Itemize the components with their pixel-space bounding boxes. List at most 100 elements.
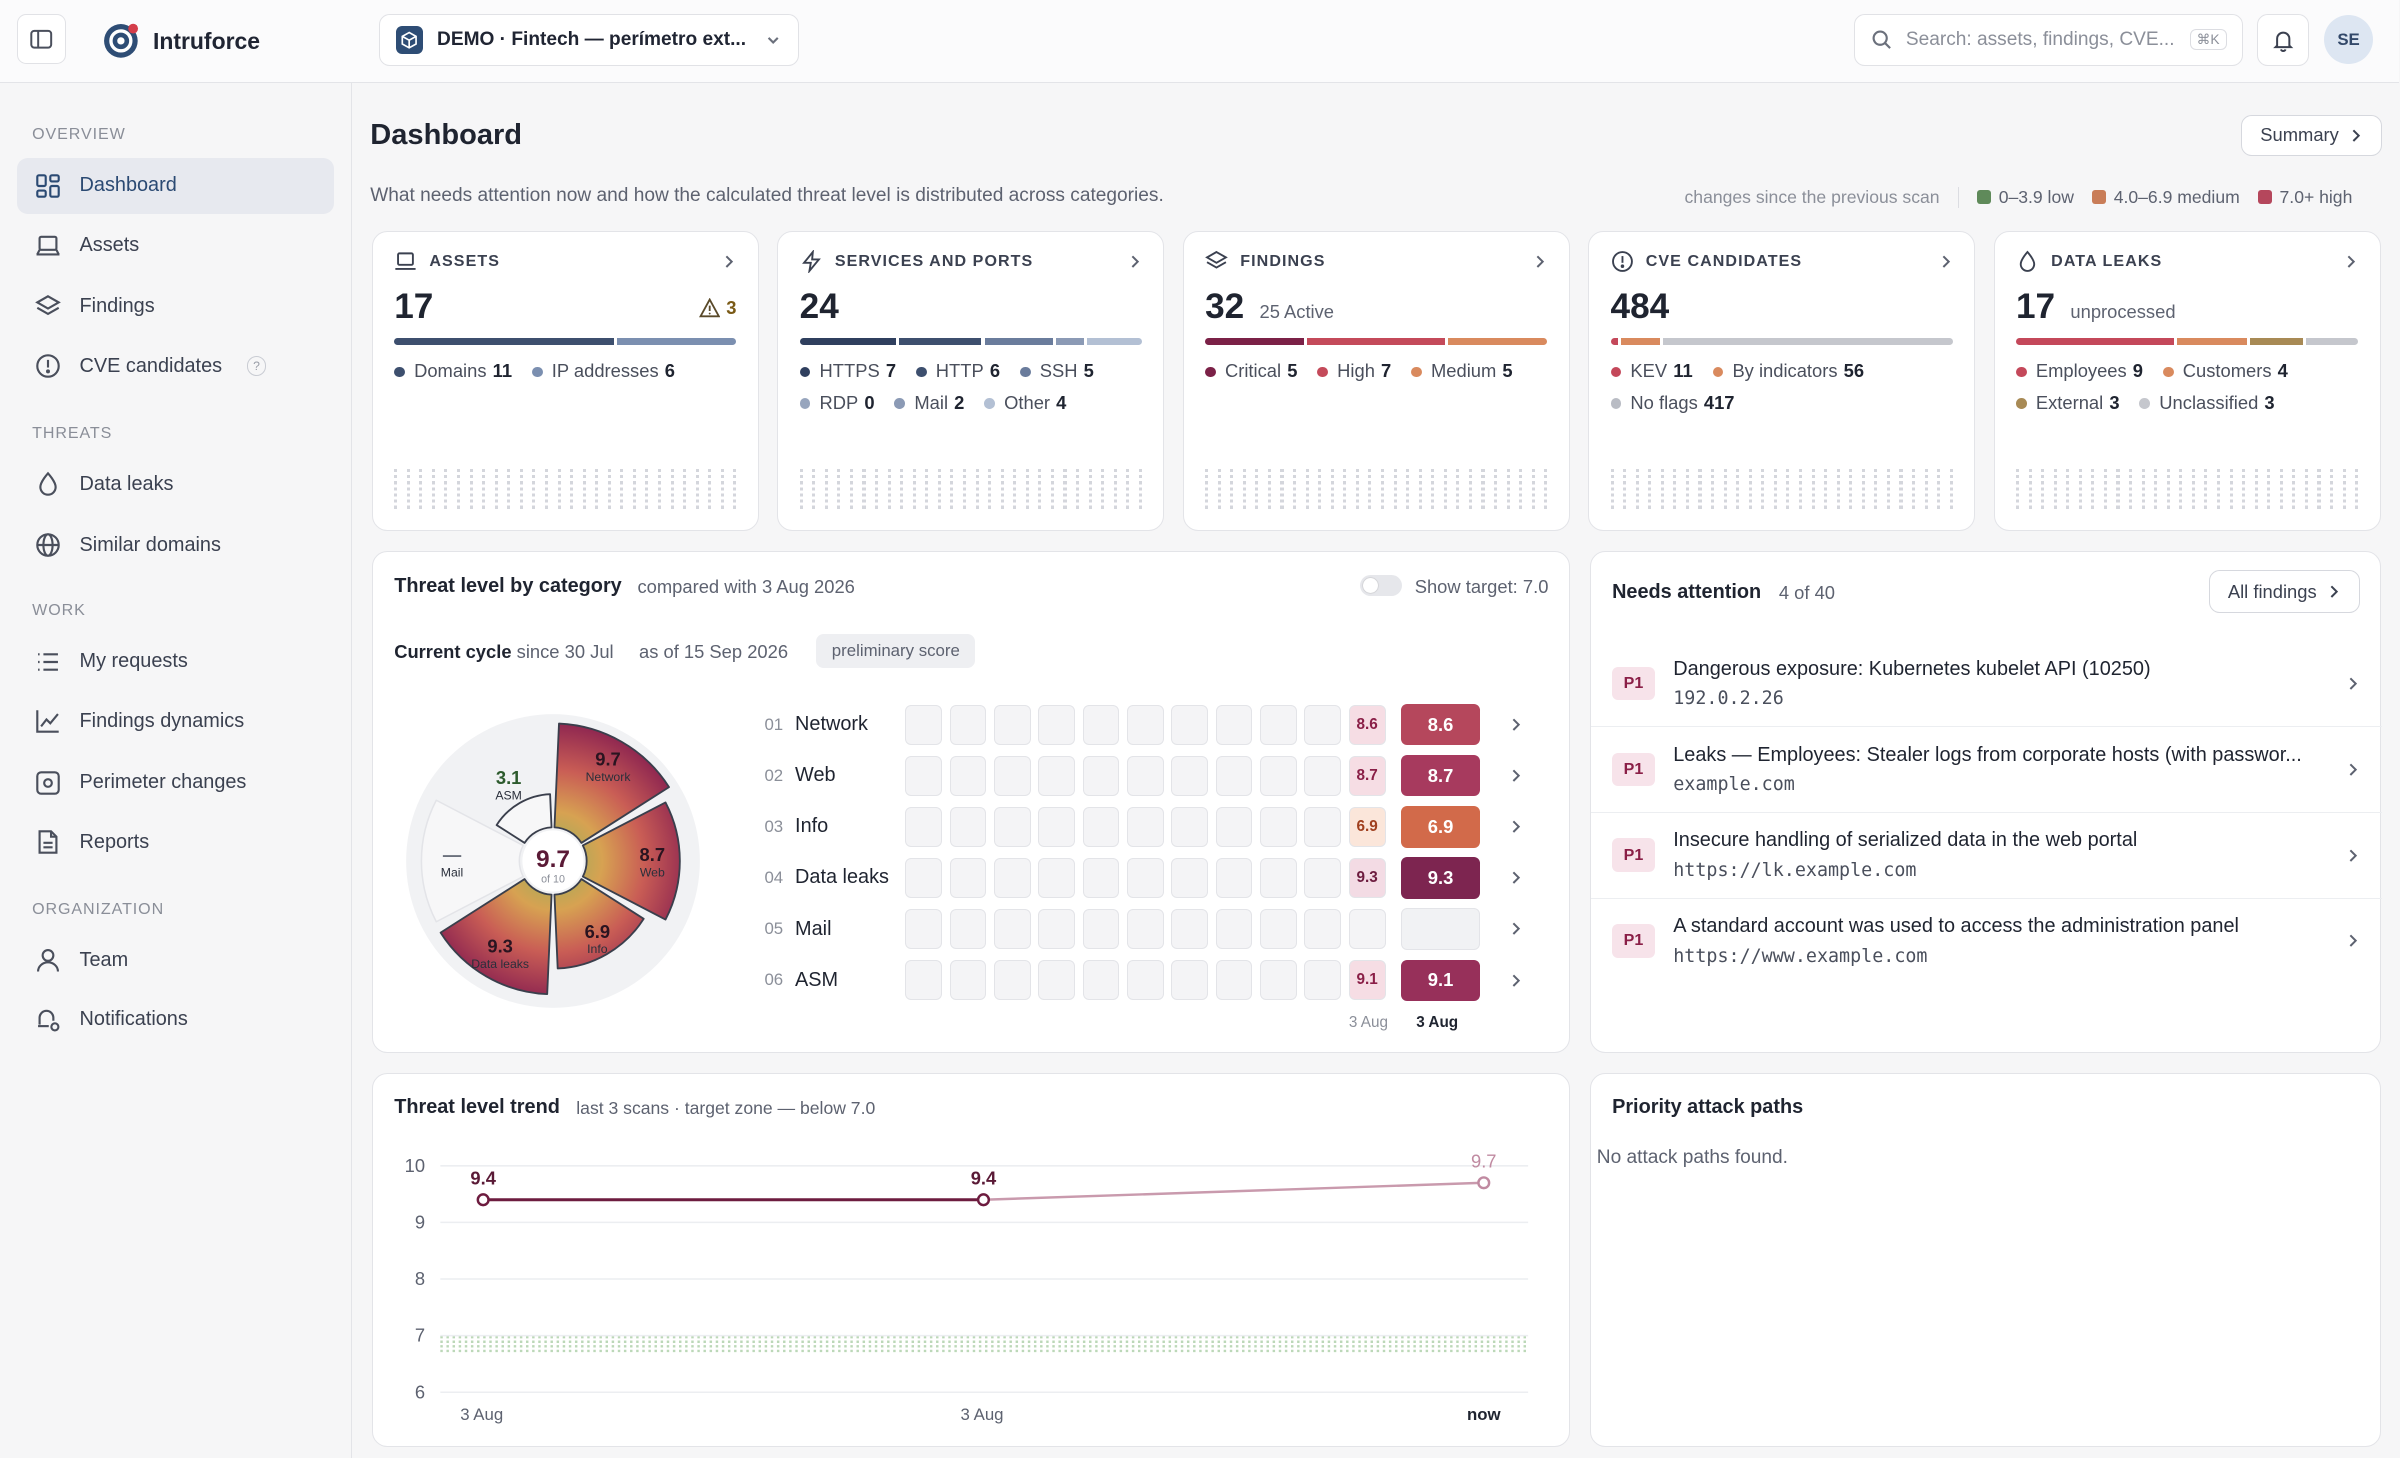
kpi-legend-item[interactable]: RDP 0: [799, 392, 875, 414]
priority-badge: P1: [1612, 838, 1655, 873]
sidebar-item-dashboard[interactable]: Dashboard: [16, 157, 334, 215]
severity-legend: changes since the previous scan 0–3.9 lo…: [1685, 186, 2352, 208]
kpi-sparkline: [394, 468, 737, 512]
kpi-card-findings[interactable]: FINDINGS 32 25 Active Critical 5 High 7 Mediu…: [1182, 231, 1570, 531]
category-row[interactable]: 03 Info 6.9 6.9: [764, 805, 1523, 848]
category-row[interactable]: 05 Mail: [764, 908, 1523, 951]
kpi-legend: Domains 11 IP addresses 6: [394, 360, 736, 382]
kpi-card-assets[interactable]: ASSETS 17 3 Domains 11 IP addresses 6: [371, 231, 759, 531]
rose-petal: [553, 878, 645, 970]
chevron-right-icon: [1942, 255, 1950, 268]
prev-score-cell: 6.9: [1348, 807, 1386, 847]
kpi-legend-item[interactable]: SSH 5: [1019, 360, 1094, 382]
sidebar-item-assets[interactable]: Assets: [17, 217, 334, 274]
history-cell: [1038, 858, 1075, 898]
workspace-selector[interactable]: DEMO · Fintech — perímetro ext...: [379, 13, 799, 66]
sidebar-item-my-requests[interactable]: My requests: [17, 633, 334, 690]
kpi-sparkline: [2015, 468, 2359, 512]
kpi-legend-item[interactable]: Medium 5: [1411, 360, 1513, 382]
show-target-toggle[interactable]: [1359, 574, 1403, 597]
history-cell: [1038, 704, 1075, 745]
kpi-legend-item[interactable]: Employees 9: [2015, 360, 2143, 382]
attention-item[interactable]: P1 A standard account was used to access …: [1590, 897, 2382, 984]
droplet-icon: [39, 471, 57, 496]
kpi-legend-item[interactable]: High 7: [1317, 360, 1391, 382]
search-input[interactable]: [1905, 28, 2176, 51]
sidebar-item-findings[interactable]: Findings: [17, 278, 334, 335]
sidebar-item-perimeter-changes[interactable]: Perimeter changes: [17, 754, 334, 811]
kpi-title: ASSETS: [429, 252, 500, 271]
grid-icon: [36, 174, 60, 198]
rose-petal: [440, 878, 553, 995]
top-bar: Intruforce DEMO · Fintech — perímetro ex…: [0, 0, 2400, 83]
sidebar-item-findings-dynamics[interactable]: Findings dynamics: [17, 693, 334, 750]
sidebar-item-similar-domains[interactable]: Similar domains: [17, 517, 334, 574]
history-cell: [993, 755, 1031, 796]
kpi-legend-item[interactable]: By indicators 56: [1712, 360, 1864, 382]
attention-item-title: Insecure handling of serialized data in …: [1673, 829, 2138, 852]
kpi-legend-item[interactable]: Other 4: [984, 392, 1066, 414]
sidebar-item-data-leaks[interactable]: Data leaks: [17, 456, 334, 513]
sidebar-item-team[interactable]: Team: [17, 932, 334, 989]
history-cell: [1171, 858, 1209, 898]
kpi-legend-item[interactable]: External 3: [2015, 392, 2120, 414]
sidebar: OVERVIEW Dashboard Assets Findings CVE c…: [0, 82, 352, 1458]
summary-button[interactable]: Summary: [2241, 114, 2383, 157]
category-row[interactable]: 02 Web 8.7 8.7: [764, 754, 1523, 797]
needs-attention-count: 4 of 40: [1778, 582, 1835, 604]
overall-score-scale: of 10: [541, 873, 565, 885]
kpi-legend: Employees 9 Customers 4 External 3 Unclassifie…: [2015, 360, 2358, 414]
kpi-subvalue: 25 Active: [1259, 301, 1335, 323]
kpi-card-data-leaks[interactable]: DATA LEAKS 17 unprocessed Employees 9 Custo…: [1993, 231, 2381, 531]
kpi-legend-item[interactable]: HTTPS 7: [799, 360, 896, 382]
kpi-legend-item[interactable]: Critical 5: [1205, 360, 1297, 382]
history-cell: [1038, 755, 1075, 796]
history-cell: [1304, 858, 1342, 898]
avatar[interactable]: SE: [2324, 15, 2374, 65]
y-tick-label: 10: [404, 1154, 424, 1175]
chevron-right-icon: [2349, 934, 2358, 947]
sidebar-item-cve-candidates[interactable]: CVE candidates?: [17, 338, 334, 395]
attention-item[interactable]: P1 Dangerous exposure: Kubernetes kubelet…: [1591, 641, 2382, 727]
stack-bar-segment: [898, 337, 982, 346]
rose-category-label: Web: [640, 865, 665, 879]
history-cell: [905, 755, 942, 796]
kpi-card-cve[interactable]: CVE CANDIDATES 484 KEV 11 By indicators 56 N…: [1588, 231, 1976, 531]
kpi-legend-item[interactable]: Customers 4: [2162, 360, 2288, 382]
all-findings-button[interactable]: All findings: [2208, 570, 2361, 613]
kpi-legend-item[interactable]: No flags 417: [1610, 392, 1735, 414]
priority-badge: P1: [1612, 666, 1655, 701]
rose-category-label: Info: [587, 942, 608, 956]
sidebar-item-reports[interactable]: Reports: [17, 814, 334, 871]
attention-item[interactable]: P1 Insecure handling of serialized data i…: [1590, 811, 2382, 898]
help-icon[interactable]: ?: [246, 356, 267, 377]
sidebar-toggle-button[interactable]: [16, 13, 66, 65]
sidebar-item-notifications[interactable]: Notifications: [17, 991, 334, 1048]
brand[interactable]: Intruforce: [101, 21, 260, 61]
needs-attention-title: Needs attention: [1612, 580, 1762, 603]
history-cell: [949, 704, 987, 745]
laptop-icon: [36, 235, 60, 256]
kpi-legend-item[interactable]: KEV 11: [1610, 360, 1693, 382]
attention-item[interactable]: P1 Leaks — Employees: Stealer logs from c…: [1590, 726, 2382, 812]
kpi-value: 32: [1205, 287, 1245, 327]
kpi-legend-item[interactable]: IP addresses 6: [531, 360, 675, 382]
kpi-legend-item[interactable]: Unclassified 3: [2139, 392, 2275, 414]
category-row[interactable]: 04 Data leaks 9.3 9.3: [764, 857, 1523, 900]
kpi-card-services[interactable]: SERVICES AND PORTS 24 HTTPS 7 HTTP 6 SSH 5 RDP…: [777, 231, 1165, 531]
kpi-legend-item[interactable]: HTTP 6: [915, 360, 1000, 382]
history-cell: [1082, 909, 1120, 949]
category-row[interactable]: 01 Network 8.6 8.6: [764, 703, 1523, 746]
kpi-legend-item[interactable]: Domains 11: [394, 360, 512, 382]
category-row[interactable]: 06 ASM 9.1 9.1: [764, 959, 1523, 1002]
stack-bar-segment: [2015, 337, 2174, 346]
chevron-right-icon: [1131, 255, 1139, 268]
y-tick-label: 7: [415, 1324, 425, 1345]
current-cycle: Current cycle since 30 Jul: [394, 640, 614, 662]
attention-item-title: Leaks — Employees: Stealer logs from cor…: [1673, 743, 2302, 766]
kpi-stack-bar: [394, 337, 737, 346]
chevron-right-icon: [1512, 923, 1520, 936]
notifications-button[interactable]: [2256, 13, 2309, 66]
global-search[interactable]: ⌘K: [1854, 13, 2243, 66]
kpi-legend-item[interactable]: Mail 2: [894, 392, 964, 414]
